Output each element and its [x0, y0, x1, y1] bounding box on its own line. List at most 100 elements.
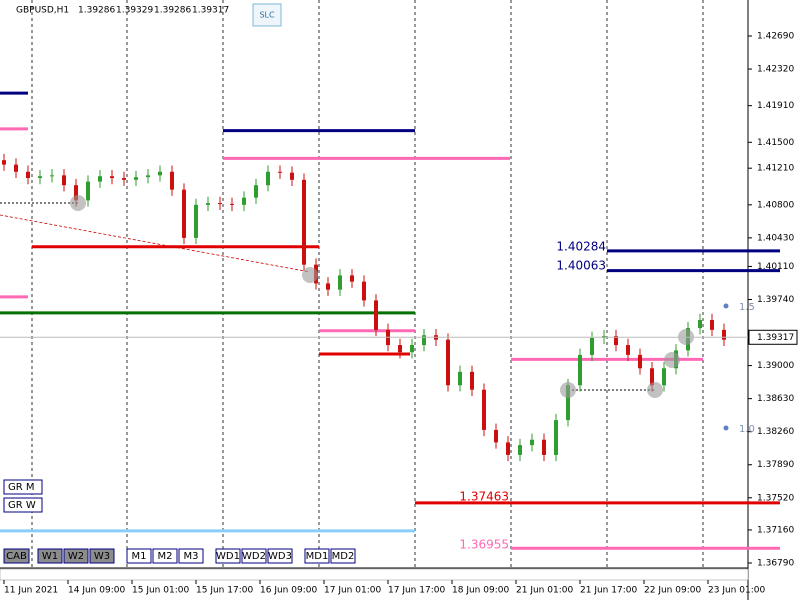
candle-body [446, 339, 450, 386]
period-button[interactable] [178, 548, 204, 564]
candle-body [206, 203, 210, 205]
side-button[interactable] [3, 479, 43, 495]
header-value: 1.39286 [154, 6, 191, 16]
period-button-label: M1 [132, 551, 147, 562]
signal-circle [664, 352, 680, 368]
slc-button[interactable] [252, 3, 282, 27]
candle-body [230, 203, 234, 205]
signal-circle [302, 267, 318, 283]
candle-body [650, 368, 654, 386]
period-button-label: MD2 [332, 551, 355, 562]
y-tick-label: 1.42690 [757, 32, 794, 42]
period-button-label: WD1 [216, 551, 240, 562]
candle-body [98, 176, 102, 182]
level-label: 1.40063 [556, 259, 606, 273]
x-tick-label: 18 Jun 09:00 [452, 586, 509, 596]
candle-body [590, 337, 594, 355]
candle-body [638, 354, 642, 369]
candle-body [242, 197, 246, 205]
period-button[interactable] [3, 548, 30, 564]
level-label: 1.36955 [459, 538, 509, 552]
candle-body [26, 171, 30, 179]
candle-body [626, 345, 630, 355]
period-button[interactable] [330, 548, 356, 564]
candle-body [266, 171, 270, 186]
indicator-window [0, 568, 749, 581]
period-button[interactable] [304, 548, 330, 564]
candle-body [494, 429, 498, 443]
candle-body [146, 175, 150, 178]
y-tick-label: 1.37520 [757, 493, 794, 503]
price-tag [748, 329, 798, 345]
candle-body [614, 336, 618, 346]
y-tick-label: 1.41500 [757, 138, 794, 148]
period-button-label: WD3 [268, 551, 292, 562]
y-tick-label: 1.36790 [757, 559, 794, 569]
candle-body [278, 171, 282, 173]
x-tick-label: 22 Jun 09:00 [644, 586, 701, 596]
signal-circle [70, 195, 86, 211]
candle-body [302, 179, 306, 265]
candle-body [662, 368, 666, 386]
candle-body [422, 335, 426, 346]
trend-line [0, 214, 311, 273]
y-tick-label: 1.39740 [757, 295, 794, 305]
candle-body [398, 345, 402, 353]
x-tick-label: 15 Jun 01:00 [132, 586, 189, 596]
period-button[interactable] [63, 548, 89, 564]
candle-body [50, 175, 54, 177]
period-button[interactable] [215, 548, 241, 564]
y-tick-label: 1.41910 [757, 101, 794, 111]
side-button[interactable] [3, 497, 43, 513]
current-price: 1.39317 [757, 333, 794, 343]
signal-circle [560, 382, 576, 398]
x-tick-label: 15 Jun 17:00 [196, 586, 253, 596]
candle-body [482, 389, 486, 430]
y-tick-label: 1.41210 [757, 164, 794, 174]
fibo-dot [723, 303, 729, 309]
candle-body [38, 176, 42, 179]
x-tick-label: 23 Jun 01:00 [708, 586, 765, 596]
x-tick-label: 16 Jun 09:00 [260, 586, 317, 596]
y-tick-label: 1.37160 [757, 525, 794, 535]
candle-body [338, 275, 342, 290]
period-button[interactable] [152, 548, 178, 564]
header-value: 1.39317 [192, 6, 229, 16]
y-tick-label: 1.38260 [757, 427, 794, 437]
candle-body [74, 185, 78, 201]
period-button-label: M2 [158, 551, 173, 562]
period-button-label: W3 [94, 551, 110, 562]
period-button[interactable] [37, 548, 63, 564]
period-button[interactable] [89, 548, 115, 564]
candle-body [470, 371, 474, 390]
signal-circle [647, 382, 663, 398]
period-button-label: MD1 [306, 551, 329, 562]
candle-body [530, 439, 534, 446]
y-tick-label: 1.42320 [757, 65, 794, 75]
candle-body [290, 172, 294, 180]
fibo-label: 1.0 [739, 424, 755, 435]
side-button-label: GR M [8, 482, 35, 493]
y-tick-label: 1.39000 [757, 361, 794, 371]
candle-body [566, 385, 570, 421]
period-button-label: WD2 [242, 551, 266, 562]
level-label: 1.37463 [459, 490, 509, 504]
y-tick-label: 1.38630 [757, 394, 794, 404]
period-button[interactable] [126, 548, 152, 564]
candle-body [458, 371, 462, 386]
candle-body [122, 178, 126, 180]
period-button[interactable] [267, 548, 293, 564]
candle-body [362, 281, 366, 301]
candle-body [62, 175, 66, 186]
candle-body [2, 160, 6, 165]
candle-body [158, 171, 162, 176]
fibo-label: 1.5 [739, 302, 755, 313]
fibo-dot [723, 425, 729, 431]
candle-body [350, 275, 354, 282]
candle-body [110, 176, 114, 179]
y-tick-label: 1.40110 [757, 262, 794, 272]
candle-body [374, 300, 378, 330]
y-tick-label: 1.40800 [757, 200, 794, 210]
period-button[interactable] [241, 548, 267, 564]
